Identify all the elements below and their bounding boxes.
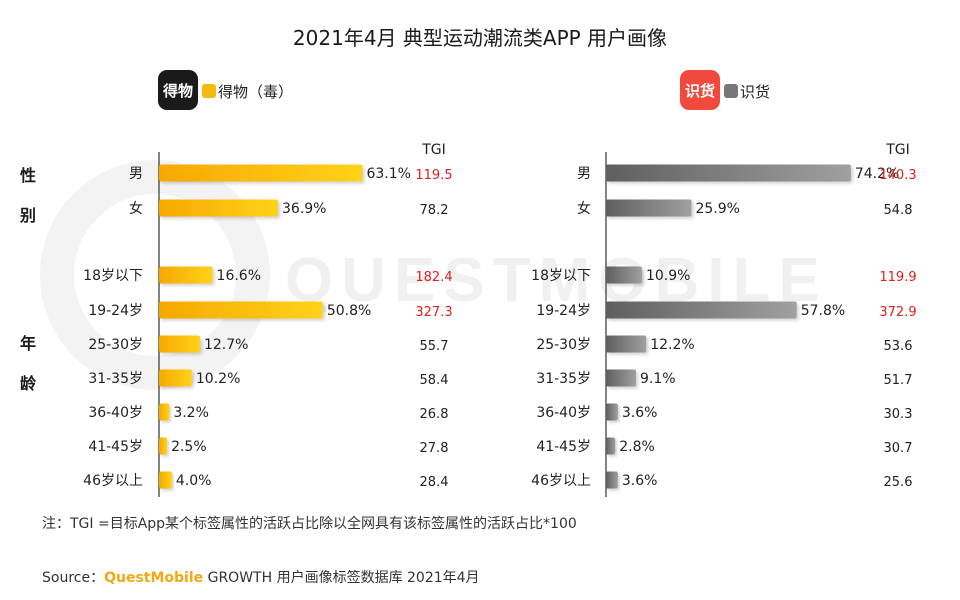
shihuo-value-label: 12.2% bbox=[650, 337, 694, 353]
dewu-bar bbox=[159, 301, 323, 319]
shihuo-category-label: 36-40岁 bbox=[536, 405, 591, 421]
dewu-category-label: 女 bbox=[129, 200, 143, 217]
dewu-category-label: 19-24岁 bbox=[88, 303, 143, 319]
dewu-value-label: 50.8% bbox=[327, 303, 371, 319]
dewu-category-label: 25-30岁 bbox=[88, 337, 143, 353]
shihuo-tgi-value: 54.8 bbox=[884, 203, 913, 218]
dewu-tgi-value: 78.2 bbox=[420, 203, 449, 218]
bar-charts: TGI 男 63.1% 119.5 女 36.9% 78.2 18岁以下 16.6% 182.4 1… bbox=[83, 142, 917, 497]
shihuo-category-label: 18岁以下 bbox=[531, 268, 591, 284]
shihuo-bar bbox=[606, 403, 618, 421]
dewu-value-label: 4.0% bbox=[176, 473, 212, 489]
shihuo-bar bbox=[606, 471, 618, 489]
dewu-value-label: 36.9% bbox=[282, 201, 326, 217]
dewu-legend-label: 得物（毒） bbox=[218, 83, 294, 101]
shihuo-category-label: 46岁以上 bbox=[531, 473, 591, 489]
shihuo-bar bbox=[606, 301, 797, 319]
shihuo-category-label: 男 bbox=[577, 166, 591, 182]
dewu-value-label: 2.5% bbox=[171, 439, 207, 455]
dewu-bar bbox=[159, 437, 168, 455]
dewu-tgi-value: 182.4 bbox=[415, 270, 452, 285]
dewu-value-label: 12.7% bbox=[204, 337, 248, 353]
shihuo-value-label: 57.8% bbox=[801, 303, 845, 319]
dewu-bar bbox=[159, 335, 200, 353]
dewu-bar bbox=[159, 199, 279, 217]
shihuo-legend-label: 识货 bbox=[740, 83, 771, 101]
dewu-value-label: 63.1% bbox=[366, 166, 410, 182]
dewu-value-label: 3.2% bbox=[173, 405, 209, 421]
dewu-legend-swatch bbox=[202, 84, 216, 98]
dewu-bar bbox=[159, 266, 213, 284]
shihuo-category-label: 女 bbox=[577, 200, 591, 217]
dewu-logo: 得物 bbox=[158, 70, 198, 110]
shihuo-value-label: 3.6% bbox=[622, 405, 658, 421]
age-label-1: 年 bbox=[20, 334, 37, 353]
shihuo-tgi-value: 119.9 bbox=[879, 270, 916, 285]
dewu-category-label: 男 bbox=[129, 166, 143, 182]
dewu-category-label: 18岁以下 bbox=[83, 268, 143, 284]
shihuo-tgi-value: 372.9 bbox=[879, 305, 916, 320]
age-label-2: 龄 bbox=[20, 374, 37, 393]
source-line: Source：QuestMobile GROWTH 用户画像标签数据库 2021… bbox=[42, 567, 480, 587]
footnote: 注：TGI =目标App某个标签属性的活跃占比除以全网具有该标签属性的活跃占比*… bbox=[42, 516, 577, 532]
shihuo-bar bbox=[606, 335, 647, 353]
shihuo-tgi-value: 30.3 bbox=[884, 407, 913, 422]
shihuo-tgi-value: 51.7 bbox=[884, 373, 913, 388]
gender-label-2: 别 bbox=[20, 206, 37, 225]
shihuo-tgi-value: 30.7 bbox=[884, 441, 913, 456]
dewu-tgi-value: 55.7 bbox=[420, 339, 449, 354]
shihuo-category-label: 25-30岁 bbox=[536, 337, 591, 353]
gender-label-1: 性 bbox=[20, 166, 37, 185]
shihuo-tgi-value: 25.6 bbox=[884, 475, 913, 490]
dewu-tgi-value: 26.8 bbox=[420, 407, 449, 422]
dewu-tgi-value: 27.8 bbox=[420, 441, 449, 456]
shihuo-value-label: 10.9% bbox=[646, 268, 690, 284]
shihuo-legend-swatch bbox=[724, 84, 738, 98]
dewu-value-label: 10.2% bbox=[196, 371, 240, 387]
shihuo-tgi-header: TGI bbox=[885, 142, 910, 158]
chart-title: 2021年4月 典型运动潮流类APP 用户画像 bbox=[292, 26, 668, 50]
dewu-category-label: 46岁以上 bbox=[83, 473, 143, 489]
shihuo-category-label: 41-45岁 bbox=[536, 439, 591, 455]
shihuo-tgi-value: 140.3 bbox=[879, 168, 916, 183]
dewu-bar bbox=[159, 164, 363, 182]
source-prefix: Source： bbox=[42, 570, 105, 586]
dewu-category-label: 36-40岁 bbox=[88, 405, 143, 421]
dewu-bar bbox=[159, 369, 192, 387]
shihuo-category-label: 19-24岁 bbox=[536, 303, 591, 319]
shihuo-value-label: 2.8% bbox=[619, 439, 655, 455]
shihuo-bar bbox=[606, 164, 851, 182]
dewu-tgi-value: 119.5 bbox=[415, 168, 452, 183]
shihuo-value-label: 9.1% bbox=[640, 371, 676, 387]
dewu-category-label: 31-35岁 bbox=[88, 371, 143, 387]
dewu-tgi-value: 58.4 bbox=[420, 373, 449, 388]
dewu-category-label: 41-45岁 bbox=[88, 439, 143, 455]
shihuo-value-label: 25.9% bbox=[695, 201, 739, 217]
shihuo-value-label: 3.6% bbox=[622, 473, 658, 489]
dewu-bar bbox=[159, 403, 170, 421]
dewu-tgi-value: 327.3 bbox=[415, 305, 452, 320]
source-brand: QuestMobile bbox=[104, 570, 204, 586]
shihuo-category-label: 31-35岁 bbox=[536, 371, 591, 387]
dewu-value-label: 16.6% bbox=[217, 268, 261, 284]
shihuo-logo: 识货 bbox=[680, 70, 720, 110]
dewu-bar bbox=[159, 471, 172, 489]
source-suffix: GROWTH 用户画像标签数据库 2021年4月 bbox=[203, 570, 480, 586]
shihuo-bar bbox=[606, 369, 637, 387]
dewu-tgi-header: TGI bbox=[421, 142, 446, 158]
shihuo-value-label: 74.2% bbox=[855, 166, 899, 182]
shihuo-bar bbox=[606, 199, 692, 217]
shihuo-tgi-value: 53.6 bbox=[884, 339, 913, 354]
shihuo-bar bbox=[606, 266, 642, 284]
dewu-tgi-value: 28.4 bbox=[420, 475, 449, 490]
shihuo-bar bbox=[606, 437, 616, 455]
